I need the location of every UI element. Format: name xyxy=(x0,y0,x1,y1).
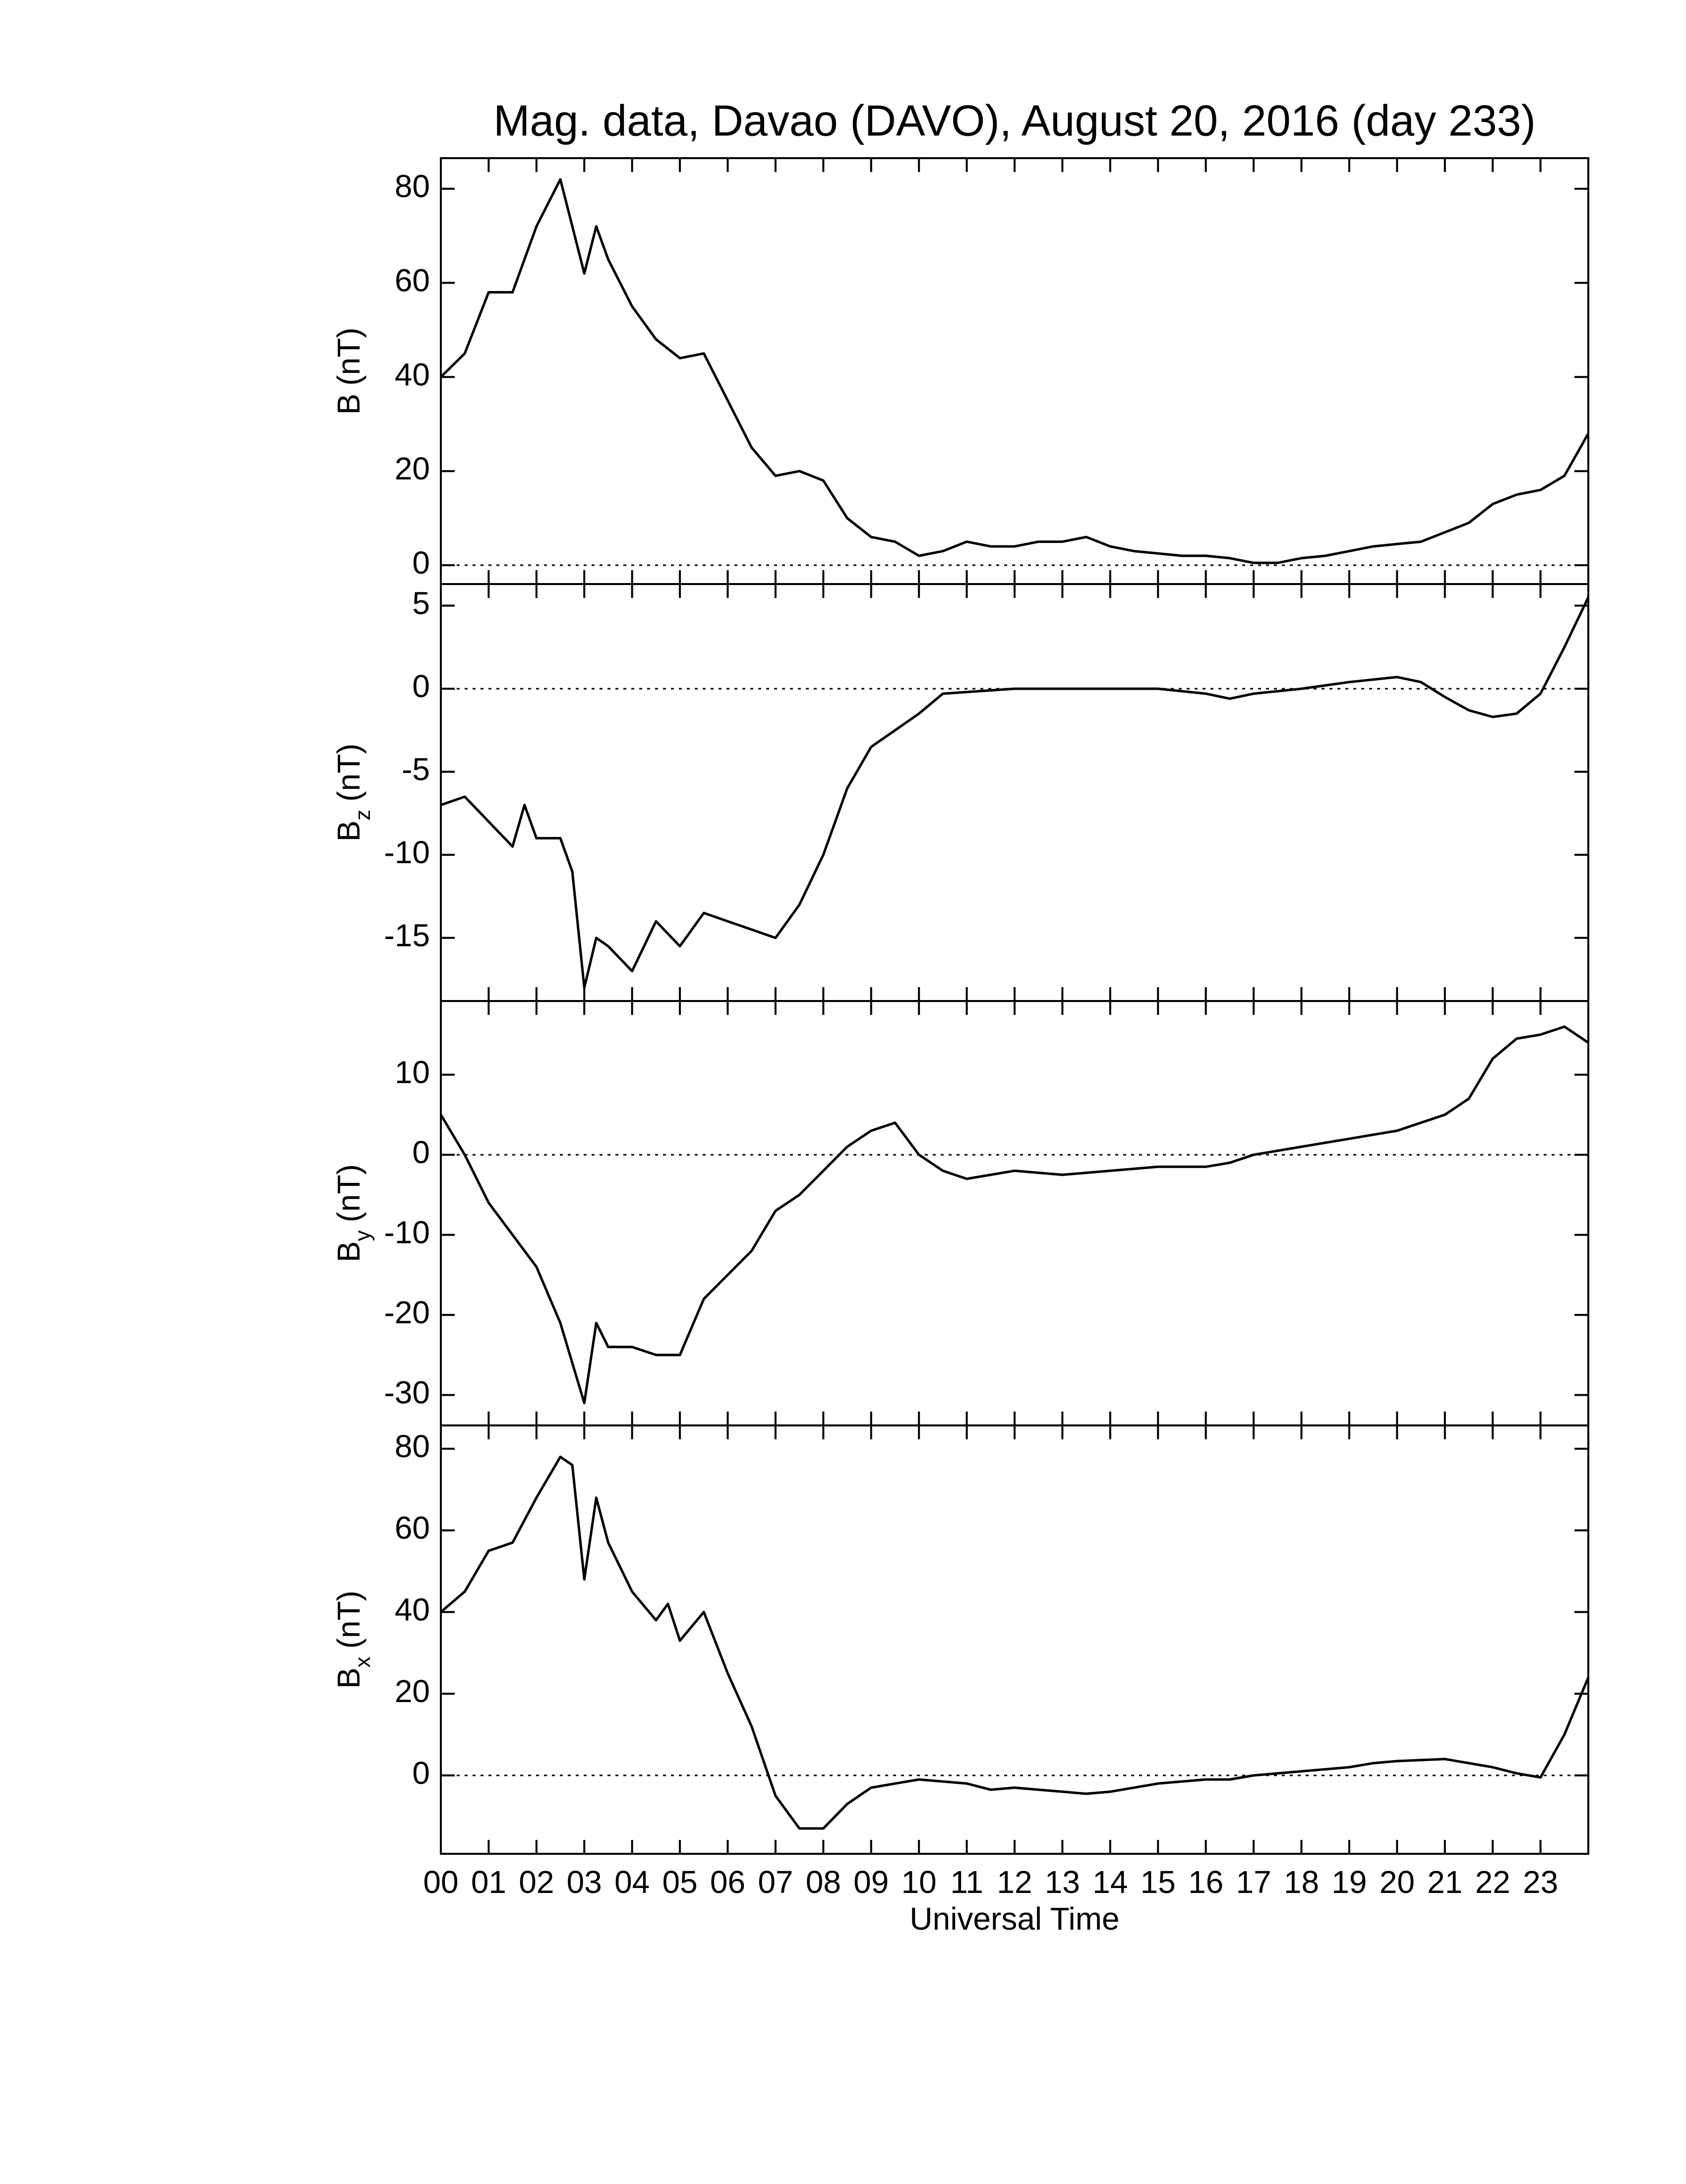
y-tick-label: 80 xyxy=(395,1428,430,1464)
y-axis-label: B (nT) xyxy=(331,328,366,415)
y-label-units: (nT) xyxy=(331,1164,366,1222)
y-label-symbol: B xyxy=(331,1667,366,1689)
y-tick-label: 40 xyxy=(395,1592,430,1627)
x-tick-label: 10 xyxy=(902,1864,937,1900)
x-tick-label: 15 xyxy=(1141,1864,1176,1900)
x-tick-label: 06 xyxy=(710,1864,745,1900)
y-tick-label: 20 xyxy=(395,451,430,486)
y-tick-label: -10 xyxy=(384,1215,430,1250)
y-tick-label: -30 xyxy=(384,1375,430,1411)
y-label-subscript: z xyxy=(351,810,375,821)
data-line xyxy=(440,596,1590,989)
y-tick-label: 60 xyxy=(395,262,430,298)
y-tick-label: 0 xyxy=(412,1134,430,1170)
y-label-units: (nT) xyxy=(331,1591,366,1649)
y-label-symbol: B xyxy=(331,821,366,842)
x-tick-label: 03 xyxy=(567,1864,602,1900)
x-tick-label: 22 xyxy=(1475,1864,1510,1900)
x-axis-label: Universal Time xyxy=(909,1901,1119,1937)
data-line xyxy=(439,1025,1589,1405)
panel-frame xyxy=(440,583,1589,1002)
x-tick-label: 20 xyxy=(1380,1864,1415,1900)
x-tick-label: 11 xyxy=(950,1864,983,1900)
y-label-symbol: B xyxy=(331,394,366,415)
x-tick-label: 23 xyxy=(1523,1864,1558,1900)
x-tick-label: 02 xyxy=(519,1864,554,1900)
y-tick-label: -20 xyxy=(384,1295,430,1330)
y-tick-label: 10 xyxy=(395,1054,430,1090)
y-tick-label: 5 xyxy=(412,585,430,621)
y-axis-label: Bx (nT) xyxy=(331,1591,375,1689)
y-label-units: (nT) xyxy=(331,744,366,802)
y-axis-label: By (nT) xyxy=(331,1164,375,1262)
x-tick-label: 14 xyxy=(1092,1864,1128,1900)
y-tick-label: -10 xyxy=(384,834,430,870)
x-tick-label: 17 xyxy=(1236,1864,1271,1900)
y-axis-label: Bz (nT) xyxy=(331,744,375,842)
x-tick-label: 21 xyxy=(1427,1864,1462,1900)
panel-frame xyxy=(440,157,1589,585)
y-label-units: (nT) xyxy=(331,328,366,386)
y-tick-label: 0 xyxy=(412,668,430,704)
data-line xyxy=(440,178,1590,564)
y-label-subscript: y xyxy=(351,1230,375,1241)
y-tick-label: -5 xyxy=(402,752,430,787)
x-tick-label: 19 xyxy=(1331,1864,1367,1900)
y-tick-label: 20 xyxy=(395,1673,430,1709)
panel-frame xyxy=(440,1000,1589,1426)
x-tick-label: 16 xyxy=(1188,1864,1223,1900)
chart-title: Mag. data, Davao (DAVO), August 20, 2016… xyxy=(493,96,1536,145)
y-tick-label: 40 xyxy=(395,356,430,392)
x-tick-label: 18 xyxy=(1284,1864,1319,1900)
data-line xyxy=(440,1455,1590,1830)
x-tick-label: 12 xyxy=(997,1864,1032,1900)
x-tick-label: 13 xyxy=(1045,1864,1080,1900)
x-tick-label: 09 xyxy=(853,1864,889,1900)
y-tick-label: 60 xyxy=(395,1510,430,1546)
x-tick-label: 07 xyxy=(758,1864,793,1900)
y-tick-label: 0 xyxy=(412,545,430,581)
y-tick-label: 80 xyxy=(395,169,430,204)
y-label-subscript: x xyxy=(351,1656,375,1667)
y-tick-label: 0 xyxy=(412,1755,430,1791)
x-tick-label: 00 xyxy=(423,1864,458,1900)
y-label-symbol: B xyxy=(331,1241,366,1262)
x-tick-label: 08 xyxy=(806,1864,841,1900)
x-tick-label: 01 xyxy=(471,1864,506,1900)
y-tick-label: -15 xyxy=(384,918,430,953)
x-tick-label: 05 xyxy=(662,1864,697,1900)
panel-frame xyxy=(440,1424,1589,1855)
x-tick-label: 04 xyxy=(614,1864,650,1900)
